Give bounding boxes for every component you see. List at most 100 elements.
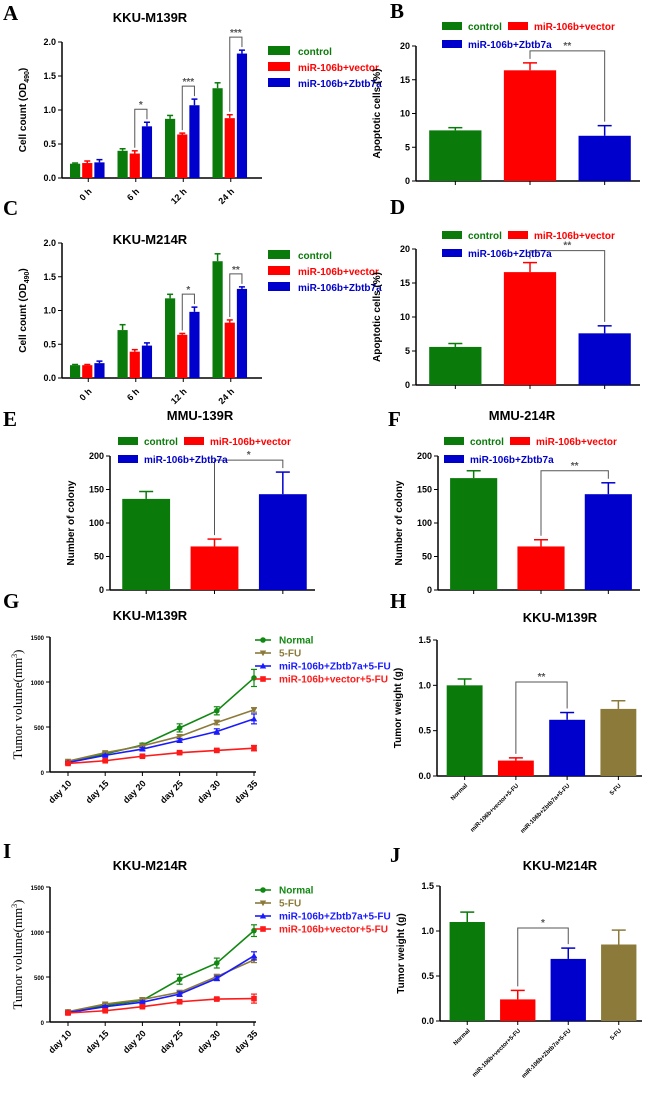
bar-mir-106b-vector <box>503 70 557 181</box>
significance-bracket <box>515 681 568 754</box>
marker-square <box>251 995 257 1002</box>
x-tick-label: miR-106b+vector+5-FU <box>470 783 520 833</box>
bar-mir-106b-zbtb7a-5-fu <box>550 958 586 1021</box>
panel-label: D <box>390 195 405 219</box>
y-axis-label: Cell count (OD490) <box>18 268 31 352</box>
legend-swatch <box>268 282 290 291</box>
significance-bracket <box>529 250 606 322</box>
y-tick-label: 1500 <box>31 886 45 892</box>
y-tick-label: 100 <box>89 518 104 528</box>
bar-control <box>70 163 81 178</box>
subscript: 490 <box>24 71 31 83</box>
panel-g: G KKU-M139R 0 500 1000 1500 Tumor volume(mm3) d… <box>3 589 391 805</box>
y-tick-label: 0.0 <box>43 173 56 183</box>
panel-e: E MMU-139R 0 50 100 150 200 Number of colony * co… <box>3 407 315 595</box>
y-tick-label: 5 <box>405 346 410 356</box>
x-tick-label: 6 h <box>125 386 141 402</box>
y-tick-label: 0 <box>41 771 45 777</box>
marker-circle <box>176 725 183 731</box>
y-tick-label: 5 <box>405 142 410 152</box>
y-axis-label: Number of colony <box>66 480 77 565</box>
significance-bracket <box>529 50 606 122</box>
y-axis-label: Apoptotic cells (%) <box>372 272 383 362</box>
significance-label: *** <box>183 77 195 88</box>
bar-control <box>450 478 498 590</box>
bar-mir-106b-vector <box>517 546 565 590</box>
chart-title: MMU-214R <box>489 408 556 423</box>
significance-bracket <box>214 459 284 536</box>
legend-swatch <box>268 266 290 275</box>
y-axis-label: Number of colony <box>394 480 405 565</box>
x-tick-label: day 35 <box>233 1028 260 1055</box>
bar-mir-106b-zbtb7a <box>578 333 631 385</box>
x-tick-label: day 10 <box>47 778 74 805</box>
legend-label: miR-106b+Zbtb7a+5-FU <box>279 912 391 923</box>
y-tick-label: 150 <box>89 485 104 495</box>
y-tick-label: 10 <box>400 109 410 119</box>
series-line-mir-106b-vector-5-fu <box>67 997 255 1014</box>
bar-mir-106b-vector <box>503 272 557 385</box>
y-axis-label: Tumor weight (g) <box>396 913 407 993</box>
y-axis-label: Tumor volume(mm3) <box>10 649 25 759</box>
chart-title: KKU-M214R <box>113 232 188 247</box>
marker-square <box>260 926 266 932</box>
series-line-normal <box>67 677 255 763</box>
legend-swatch <box>268 46 290 55</box>
panel-label: F <box>388 407 401 431</box>
significance-label: ** <box>232 265 240 276</box>
y-tick-label: 2.0 <box>43 238 56 248</box>
legend-label: miR-106b+Zbtb7a <box>298 79 382 90</box>
legend-swatch <box>444 437 464 445</box>
y-tick-label: 0 <box>405 380 410 390</box>
marker-triangle-up <box>259 662 267 669</box>
bar-mir-106b-vector <box>82 365 93 378</box>
series-line-mir-106b-vector-5-fu <box>67 747 255 765</box>
bar-mir-106b-zbtb7a <box>236 53 248 179</box>
marker-triangle-down <box>213 720 220 726</box>
y-tick-label: 0 <box>41 1021 45 1027</box>
panel-label: C <box>3 196 18 220</box>
y-tick-label: 0 <box>427 585 432 595</box>
significance-label: * <box>186 285 190 296</box>
bar-control <box>212 88 223 178</box>
panel-label: G <box>3 589 19 613</box>
superscript: 3 <box>10 904 19 908</box>
y-tick-label: 1.5 <box>43 272 56 282</box>
y-tick-label: 20 <box>400 244 410 254</box>
legend-swatch <box>268 62 290 71</box>
bar-control <box>122 498 171 590</box>
significance-label: * <box>139 100 143 111</box>
y-tick-label: 2.0 <box>43 37 56 47</box>
paren: ) <box>10 899 25 903</box>
legend-label: Normal <box>279 886 314 897</box>
significance-bracket <box>181 85 195 131</box>
y-tick-label: 1500 <box>31 636 45 642</box>
bar-mir-106b-zbtb7a <box>258 494 307 590</box>
significance-bracket <box>540 470 609 536</box>
marker-triangle-up <box>176 990 183 997</box>
subscript: 490 <box>24 272 31 284</box>
bar-mir-106b-vector <box>224 118 235 178</box>
legend-label: control <box>470 437 504 448</box>
legend-label: 5-FU <box>279 649 301 660</box>
marker-square <box>102 1007 108 1014</box>
bar-5-fu <box>601 944 637 1021</box>
legend-label: miR-106b+Zbtb7a <box>468 40 552 51</box>
x-tick-label: 6 h <box>125 186 141 202</box>
legend-swatch <box>442 40 462 48</box>
marker-triangle-down <box>250 707 258 714</box>
y-tick-label: 50 <box>422 552 432 562</box>
legend-label: control <box>144 437 178 448</box>
significance-bracket <box>134 108 148 148</box>
y-tick-label: 0.5 <box>421 971 434 981</box>
x-tick-label: day 15 <box>84 1028 111 1055</box>
legend-label: miR-106b+vector <box>534 231 615 242</box>
bar-control <box>212 261 223 378</box>
series-line-5-fu <box>67 709 255 762</box>
x-tick-label: 12 h <box>169 386 189 406</box>
bar-mir-106b-vector <box>177 134 188 178</box>
legend-label: miR-106b+Zbtb7a+5-FU <box>279 662 391 673</box>
legend-label: miR-106b+vector <box>534 22 615 33</box>
panel-f: F MMU-214R 0 50 100 150 200 Number of colony ** c… <box>388 407 640 595</box>
chart-title: KKU-M139R <box>113 10 188 25</box>
